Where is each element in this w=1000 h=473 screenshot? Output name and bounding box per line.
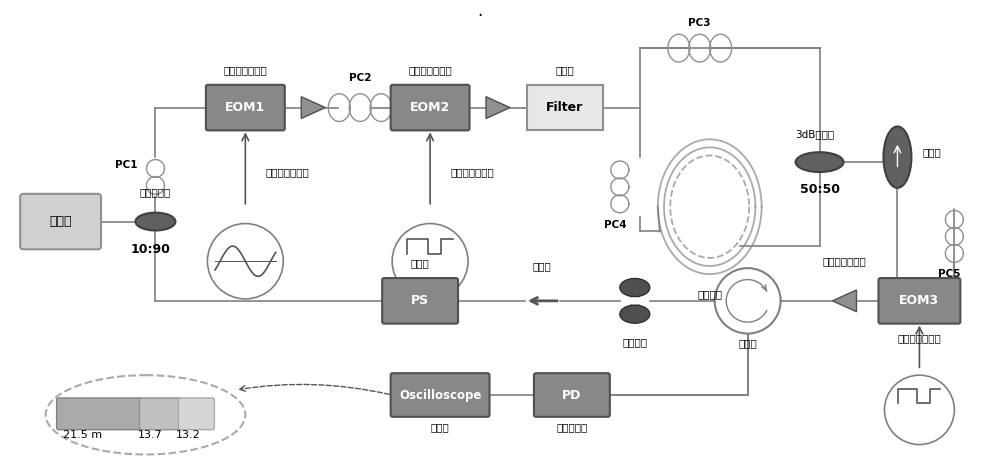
FancyBboxPatch shape [206,85,285,131]
Text: 延时光纤: 延时光纤 [697,289,722,299]
Text: PC1: PC1 [115,160,138,170]
Text: 滤波器: 滤波器 [556,65,574,75]
FancyBboxPatch shape [57,398,142,429]
Text: PD: PD [562,388,582,402]
Text: EOM1: EOM1 [225,101,265,114]
Text: 光纤耦合器: 光纤耦合器 [140,187,171,197]
Text: PS: PS [411,294,429,307]
Text: EOM3: EOM3 [899,294,939,307]
FancyBboxPatch shape [391,373,490,417]
Text: PC5: PC5 [938,269,961,279]
FancyBboxPatch shape [20,194,101,249]
Text: 21.5 m: 21.5 m [63,429,102,439]
Text: Oscilloscope: Oscilloscope [399,388,481,402]
Ellipse shape [620,305,650,323]
Text: 起偏器: 起偏器 [922,147,941,157]
Polygon shape [301,96,325,119]
Text: PC4: PC4 [604,219,626,229]
Text: 第一电光调制器: 第一电光调制器 [223,65,267,75]
Text: 50:50: 50:50 [800,184,840,196]
Ellipse shape [883,126,911,188]
FancyBboxPatch shape [178,398,214,429]
Text: EOM2: EOM2 [410,101,450,114]
FancyBboxPatch shape [878,278,960,324]
Polygon shape [833,290,857,312]
Text: Filter: Filter [546,101,584,114]
Text: 传感光纤: 传感光纤 [622,337,647,348]
Text: 第三电光调制器: 第三电光调制器 [898,333,941,343]
Text: 扰偏器: 扰偏器 [411,258,429,268]
Text: 第二光纤放大器: 第二光纤放大器 [450,167,494,177]
FancyBboxPatch shape [382,278,458,324]
Text: .: . [477,2,483,20]
Text: 第一光纤放大器: 第一光纤放大器 [265,167,309,177]
FancyBboxPatch shape [534,373,610,417]
FancyBboxPatch shape [391,85,470,131]
Text: 3dB耦合器: 3dB耦合器 [795,129,834,140]
FancyBboxPatch shape [527,85,603,131]
Text: 第二电光调制器: 第二电光调制器 [408,65,452,75]
Text: 13.7: 13.7 [138,429,163,439]
Ellipse shape [796,152,844,172]
Ellipse shape [136,213,175,230]
Text: 光电探测器: 光电探测器 [556,422,588,432]
Polygon shape [486,96,510,119]
Text: PC2: PC2 [349,73,371,83]
Text: 隔离器: 隔离器 [533,261,551,271]
Text: 10:90: 10:90 [131,243,170,256]
Text: 激光器: 激光器 [49,215,72,228]
Text: 13.2: 13.2 [176,429,201,439]
Text: PC3: PC3 [688,18,711,28]
Text: 示波器: 示波器 [431,422,449,432]
Text: 第三光纤放大器: 第三光纤放大器 [823,256,866,266]
Text: 环形器: 环形器 [738,339,757,349]
Ellipse shape [620,279,650,297]
FancyBboxPatch shape [140,398,181,429]
